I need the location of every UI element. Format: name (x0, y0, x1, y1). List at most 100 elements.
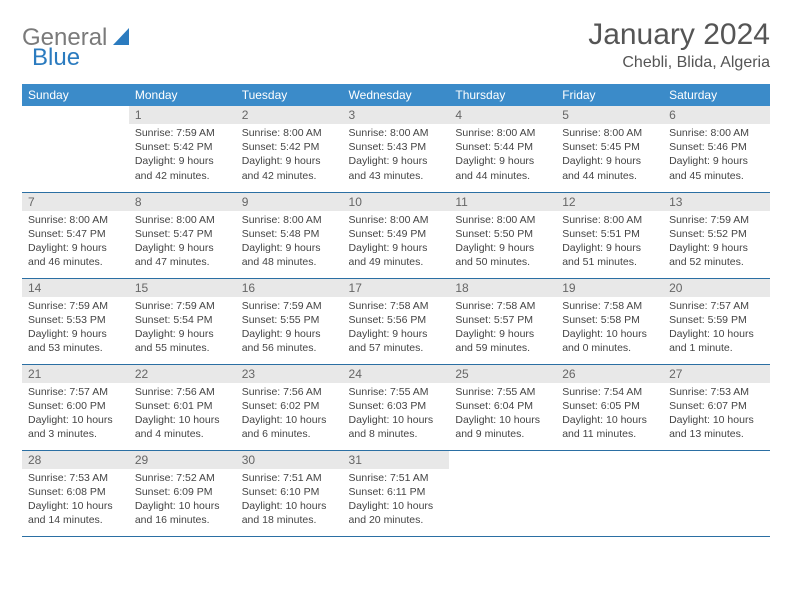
daylight-text: Daylight: 9 hours and 49 minutes. (349, 241, 444, 269)
daylight-text: Daylight: 9 hours and 46 minutes. (28, 241, 123, 269)
day-content: Sunrise: 7:55 AMSunset: 6:03 PMDaylight:… (343, 383, 450, 448)
logo-sub: Blue (32, 44, 80, 72)
day-cell: 27Sunrise: 7:53 AMSunset: 6:07 PMDayligh… (663, 364, 770, 450)
calendar-body: 1Sunrise: 7:59 AMSunset: 5:42 PMDaylight… (22, 106, 770, 536)
day-number: 7 (22, 193, 129, 211)
day-number: 16 (236, 279, 343, 297)
day-cell: 9 Sunrise: 8:00 AMSunset: 5:48 PMDaylight… (236, 192, 343, 278)
day-number: 4 (449, 106, 556, 124)
weekday-saturday: Saturday (663, 84, 770, 106)
daylight-text: Daylight: 10 hours and 20 minutes. (349, 499, 444, 527)
daylight-text: Daylight: 9 hours and 53 minutes. (28, 327, 123, 355)
day-content: Sunrise: 7:58 AMSunset: 5:56 PMDaylight:… (343, 297, 450, 362)
day-content: Sunrise: 7:54 AMSunset: 6:05 PMDaylight:… (556, 383, 663, 448)
sunset-text: Sunset: 5:54 PM (135, 313, 230, 327)
day-content: Sunrise: 8:00 AMSunset: 5:45 PMDaylight:… (556, 124, 663, 189)
daylight-text: Daylight: 10 hours and 14 minutes. (28, 499, 123, 527)
day-content: Sunrise: 7:57 AMSunset: 5:59 PMDaylight:… (663, 297, 770, 362)
sunrise-text: Sunrise: 8:00 AM (669, 126, 764, 140)
daylight-text: Daylight: 9 hours and 52 minutes. (669, 241, 764, 269)
title-block: January 2024 Chebli, Blida, Algeria (588, 18, 770, 72)
daylight-text: Daylight: 9 hours and 47 minutes. (135, 241, 230, 269)
day-number: 24 (343, 365, 450, 383)
sunrise-text: Sunrise: 8:00 AM (242, 213, 337, 227)
month-title: January 2024 (588, 18, 770, 52)
day-number: 11 (449, 193, 556, 211)
day-cell: 30Sunrise: 7:51 AMSunset: 6:10 PMDayligh… (236, 450, 343, 536)
day-cell: 29Sunrise: 7:52 AMSunset: 6:09 PMDayligh… (129, 450, 236, 536)
day-number: 13 (663, 193, 770, 211)
sunset-text: Sunset: 5:56 PM (349, 313, 444, 327)
weekday-sunday: Sunday (22, 84, 129, 106)
day-number: 25 (449, 365, 556, 383)
sunrise-text: Sunrise: 8:00 AM (455, 213, 550, 227)
sunset-text: Sunset: 5:55 PM (242, 313, 337, 327)
day-content: Sunrise: 8:00 AMSunset: 5:42 PMDaylight:… (236, 124, 343, 189)
sunrise-text: Sunrise: 7:54 AM (562, 385, 657, 399)
day-cell: 15Sunrise: 7:59 AMSunset: 5:54 PMDayligh… (129, 278, 236, 364)
sunset-text: Sunset: 6:08 PM (28, 485, 123, 499)
day-cell: 19Sunrise: 7:58 AMSunset: 5:58 PMDayligh… (556, 278, 663, 364)
sunrise-text: Sunrise: 7:58 AM (455, 299, 550, 313)
day-cell: 17Sunrise: 7:58 AMSunset: 5:56 PMDayligh… (343, 278, 450, 364)
calendar-week-row: 21Sunrise: 7:57 AMSunset: 6:00 PMDayligh… (22, 364, 770, 450)
sunrise-text: Sunrise: 7:56 AM (135, 385, 230, 399)
weekday-wednesday: Wednesday (343, 84, 450, 106)
sunrise-text: Sunrise: 8:00 AM (349, 213, 444, 227)
sunrise-text: Sunrise: 8:00 AM (455, 126, 550, 140)
day-cell: 12Sunrise: 8:00 AMSunset: 5:51 PMDayligh… (556, 192, 663, 278)
day-cell: 5Sunrise: 8:00 AMSunset: 5:45 PMDaylight… (556, 106, 663, 192)
day-cell: 4Sunrise: 8:00 AMSunset: 5:44 PMDaylight… (449, 106, 556, 192)
sunrise-text: Sunrise: 7:53 AM (669, 385, 764, 399)
day-number: 18 (449, 279, 556, 297)
sunrise-text: Sunrise: 7:51 AM (349, 471, 444, 485)
sunset-text: Sunset: 6:04 PM (455, 399, 550, 413)
day-cell: 8Sunrise: 8:00 AMSunset: 5:47 PMDaylight… (129, 192, 236, 278)
day-cell: 24Sunrise: 7:55 AMSunset: 6:03 PMDayligh… (343, 364, 450, 450)
daylight-text: Daylight: 10 hours and 0 minutes. (562, 327, 657, 355)
day-number: 28 (22, 451, 129, 469)
daylight-text: Daylight: 10 hours and 4 minutes. (135, 413, 230, 441)
sunrise-text: Sunrise: 7:59 AM (242, 299, 337, 313)
sunset-text: Sunset: 5:48 PM (242, 227, 337, 241)
sunset-text: Sunset: 5:46 PM (669, 140, 764, 154)
day-number: 5 (556, 106, 663, 124)
day-content: Sunrise: 8:00 AMSunset: 5:43 PMDaylight:… (343, 124, 450, 189)
day-cell: 26Sunrise: 7:54 AMSunset: 6:05 PMDayligh… (556, 364, 663, 450)
day-number: 6 (663, 106, 770, 124)
day-cell: 11Sunrise: 8:00 AMSunset: 5:50 PMDayligh… (449, 192, 556, 278)
daylight-text: Daylight: 10 hours and 11 minutes. (562, 413, 657, 441)
sunset-text: Sunset: 5:59 PM (669, 313, 764, 327)
day-content: Sunrise: 7:59 AMSunset: 5:53 PMDaylight:… (22, 297, 129, 362)
sunset-text: Sunset: 6:00 PM (28, 399, 123, 413)
day-number: 15 (129, 279, 236, 297)
sunset-text: Sunset: 5:57 PM (455, 313, 550, 327)
day-cell: 13Sunrise: 7:59 AMSunset: 5:52 PMDayligh… (663, 192, 770, 278)
daylight-text: Daylight: 9 hours and 48 minutes. (242, 241, 337, 269)
day-number: 21 (22, 365, 129, 383)
day-number: 29 (129, 451, 236, 469)
day-content: Sunrise: 7:58 AMSunset: 5:57 PMDaylight:… (449, 297, 556, 362)
day-content: Sunrise: 7:56 AMSunset: 6:02 PMDaylight:… (236, 383, 343, 448)
daylight-text: Daylight: 10 hours and 13 minutes. (669, 413, 764, 441)
sunset-text: Sunset: 6:01 PM (135, 399, 230, 413)
daylight-text: Daylight: 9 hours and 43 minutes. (349, 154, 444, 182)
sunset-text: Sunset: 6:02 PM (242, 399, 337, 413)
day-number (556, 451, 663, 455)
day-content: Sunrise: 8:00 AMSunset: 5:47 PMDaylight:… (129, 211, 236, 276)
location-label: Chebli, Blida, Algeria (588, 54, 770, 72)
daylight-text: Daylight: 9 hours and 42 minutes. (242, 154, 337, 182)
day-content: Sunrise: 7:53 AMSunset: 6:07 PMDaylight:… (663, 383, 770, 448)
sunrise-text: Sunrise: 7:58 AM (349, 299, 444, 313)
sunset-text: Sunset: 5:47 PM (28, 227, 123, 241)
sunset-text: Sunset: 5:52 PM (669, 227, 764, 241)
day-content: Sunrise: 7:59 AMSunset: 5:52 PMDaylight:… (663, 211, 770, 276)
day-content: Sunrise: 7:59 AMSunset: 5:55 PMDaylight:… (236, 297, 343, 362)
weekday-monday: Monday (129, 84, 236, 106)
daylight-text: Daylight: 10 hours and 16 minutes. (135, 499, 230, 527)
calendar-week-row: 14Sunrise: 7:59 AMSunset: 5:53 PMDayligh… (22, 278, 770, 364)
day-cell: 1Sunrise: 7:59 AMSunset: 5:42 PMDaylight… (129, 106, 236, 192)
day-content: Sunrise: 8:00 AMSunset: 5:51 PMDaylight:… (556, 211, 663, 276)
sunrise-text: Sunrise: 8:00 AM (28, 213, 123, 227)
day-number: 9 (236, 193, 343, 211)
